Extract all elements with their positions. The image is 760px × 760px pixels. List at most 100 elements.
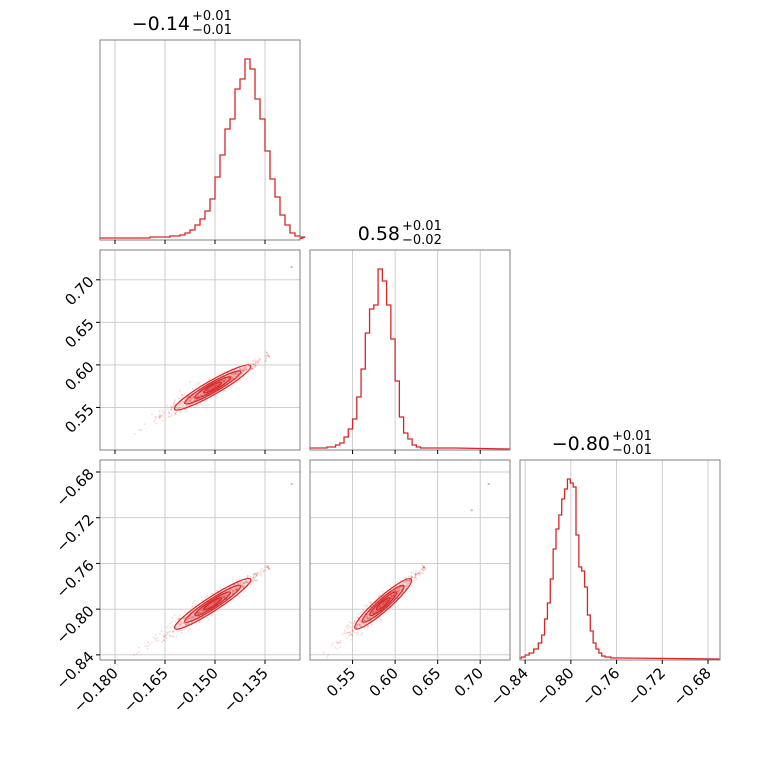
sample-point [267, 566, 269, 568]
hist-bar [290, 233, 295, 239]
sample-point [140, 429, 143, 432]
sample-point [236, 582, 239, 585]
sample-point [209, 388, 212, 391]
sample-point [337, 641, 339, 644]
sample-point [222, 380, 225, 382]
sample-point [169, 622, 171, 625]
sample-point [187, 622, 189, 625]
sample-point [247, 574, 249, 577]
sample-point [256, 574, 259, 576]
sample-point [215, 601, 217, 603]
sample-point [220, 379, 223, 382]
sample-point [207, 605, 210, 608]
sample-point [381, 590, 384, 593]
sample-point [190, 396, 193, 399]
sample-point [422, 567, 424, 570]
x-tick-label: −0.135 [220, 664, 272, 716]
sample-point [405, 584, 408, 587]
sample-point [348, 632, 351, 634]
sample-point [383, 601, 386, 604]
sample-point [241, 368, 244, 371]
title-median: −0.14 [132, 13, 190, 35]
sample-point [356, 623, 358, 626]
sample-point [138, 646, 141, 649]
sample-point [161, 415, 164, 417]
sample-point [240, 582, 242, 585]
sample-point [192, 396, 195, 399]
sample-point [237, 582, 240, 585]
sample-point [153, 420, 156, 423]
sample-point [222, 380, 224, 382]
sample-point [180, 402, 183, 404]
sample-point [392, 594, 395, 597]
sample-point [410, 585, 413, 587]
sample-point [396, 589, 398, 592]
sample-point [185, 405, 188, 407]
sample-point [366, 626, 369, 628]
sample-point [382, 601, 385, 604]
sample-point [232, 589, 234, 592]
sample-point [179, 390, 182, 392]
sample-point [231, 593, 234, 595]
sample-point [234, 583, 237, 586]
sample-point [398, 590, 400, 592]
sample-point [366, 604, 369, 606]
sample-point [175, 635, 178, 638]
sample-point [192, 602, 195, 605]
sample-point [348, 626, 351, 628]
sample-point [374, 608, 376, 610]
sample-point [267, 355, 270, 358]
sample-point [252, 576, 254, 578]
sample-point [402, 582, 405, 585]
sample-point [199, 611, 201, 613]
sample-point [200, 404, 203, 407]
sample-point [178, 398, 181, 400]
sample-point [235, 588, 238, 591]
sample-point [420, 571, 423, 574]
sample-point [209, 387, 212, 390]
sample-point [188, 622, 191, 625]
sample-point [406, 580, 408, 582]
sample-point [252, 573, 255, 576]
sample-point [334, 646, 336, 649]
sample-point [223, 596, 226, 599]
sample-point [178, 618, 180, 621]
sample-point [208, 389, 211, 391]
sample-point [182, 617, 185, 620]
sample-point [192, 616, 195, 619]
sample-point [243, 369, 246, 372]
hist-bar [190, 230, 195, 239]
sample-point [166, 404, 169, 407]
sample-point [202, 393, 205, 396]
sample-point [189, 397, 192, 399]
sample-point [367, 613, 370, 616]
sample-point [382, 603, 384, 605]
sample-point [165, 637, 168, 640]
sample-point [396, 590, 399, 593]
sample-point [386, 600, 388, 602]
sample-point [138, 651, 141, 653]
sample-point [359, 624, 361, 626]
sample-point [168, 630, 171, 633]
sample-point [223, 594, 225, 597]
panel-frame [99, 459, 301, 661]
sample-point [346, 631, 349, 634]
sample-point [371, 623, 373, 626]
sample-point [251, 359, 254, 362]
sample-point [170, 412, 173, 414]
sample-point [206, 389, 209, 392]
sample-point [206, 398, 209, 401]
sample-point [397, 592, 399, 595]
sample-point [230, 588, 233, 591]
x-tick-label: −0.165 [120, 664, 172, 716]
sample-point [232, 599, 235, 601]
sample-point [265, 351, 268, 353]
sample-point [241, 584, 243, 587]
x-tick-label: 0.65 [408, 664, 444, 700]
sample-point [191, 605, 194, 607]
sample-point [386, 600, 388, 602]
sample-point [235, 588, 238, 591]
sample-point [394, 589, 397, 592]
sample-point [155, 416, 158, 418]
